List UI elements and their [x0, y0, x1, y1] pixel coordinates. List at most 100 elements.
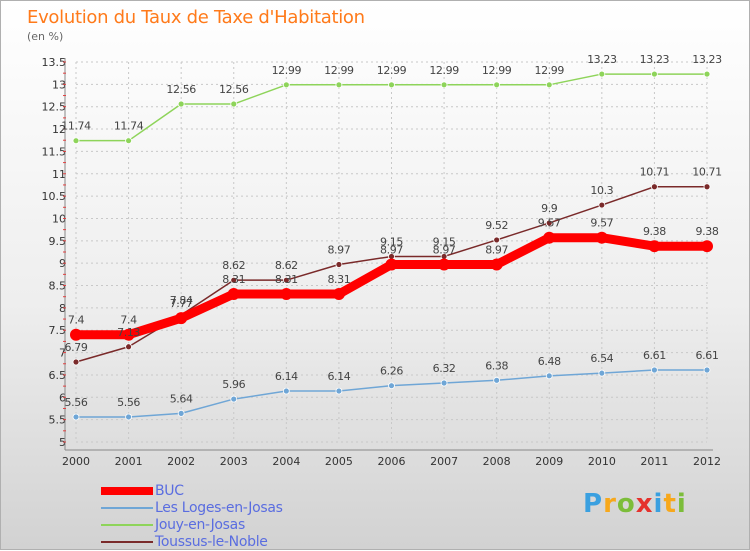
data-label: 10.71	[692, 166, 722, 179]
data-point	[438, 258, 451, 271]
y-tick-label: 11.5	[42, 145, 67, 158]
data-point	[335, 261, 343, 268]
data-label: 8.97	[380, 244, 403, 257]
data-point	[493, 236, 501, 244]
y-tick-label: 9.5	[49, 235, 67, 248]
data-point	[177, 100, 185, 108]
data-label: 10.71	[640, 166, 670, 179]
y-tick-label: 8	[59, 302, 66, 315]
x-tick-label: 2009	[535, 455, 563, 468]
line-chart: 55.566.577.588.599.51010.51111.51212.513…	[42, 53, 723, 468]
data-point	[282, 81, 290, 89]
x-tick-label: 2005	[325, 455, 353, 468]
data-point	[545, 372, 553, 380]
data-point	[701, 240, 713, 253]
legend-label: BUC	[155, 483, 184, 499]
data-point	[648, 240, 661, 253]
series-1	[72, 366, 711, 421]
x-tick-label: 2000	[62, 455, 90, 468]
y-tick-label: 5.5	[49, 414, 67, 427]
y-tick-label: 10	[52, 212, 66, 225]
data-label: 9.15	[380, 235, 403, 248]
data-label: 6.32	[433, 362, 456, 375]
data-point	[703, 366, 711, 374]
data-point	[230, 100, 238, 108]
legend-swatch	[101, 487, 153, 495]
data-label: 12.99	[272, 64, 302, 77]
x-tick-label: 2001	[115, 455, 143, 468]
legend-swatch	[101, 524, 153, 526]
data-point	[490, 258, 503, 271]
data-label: 5.56	[117, 396, 140, 409]
logo-letter: x	[635, 489, 654, 519]
data-label: 8.62	[275, 259, 298, 272]
data-point	[230, 395, 238, 403]
data-point	[440, 379, 448, 387]
data-label: 9.38	[696, 225, 719, 238]
chart-title: Evolution du Taux de Taxe d'Habitation	[27, 7, 365, 28]
y-tick-label: 11	[52, 168, 66, 181]
data-label: 6.48	[538, 355, 561, 368]
data-label: 8.31	[275, 273, 298, 286]
y-tick-label: 13	[52, 78, 66, 91]
x-tick-label: 2011	[640, 455, 668, 468]
data-label: 9.15	[433, 235, 456, 248]
data-label: 8.62	[222, 259, 245, 272]
x-tick-label: 2007	[430, 455, 458, 468]
data-point	[493, 81, 501, 89]
data-label: 12.99	[377, 64, 407, 77]
logo-letter: i	[653, 489, 664, 519]
data-point	[280, 288, 293, 301]
series-0	[70, 231, 713, 341]
y-tick-label: 5	[59, 436, 66, 449]
data-point	[335, 387, 343, 395]
data-point	[175, 312, 188, 325]
data-point	[703, 70, 711, 78]
data-label: 6.79	[65, 341, 88, 354]
data-point	[177, 409, 185, 417]
y-tick-label: 6.5	[49, 369, 67, 382]
data-point	[282, 387, 290, 395]
data-label: 13.23	[587, 53, 617, 66]
data-point	[598, 201, 606, 209]
y-tick-label: 8.5	[49, 280, 67, 293]
data-label: 12.99	[324, 64, 354, 77]
data-label: 10.3	[590, 184, 613, 197]
data-label: 5.96	[222, 378, 245, 391]
legend-label: Jouy-en-Josas	[155, 517, 245, 533]
data-label: 7.84	[170, 294, 193, 307]
data-point	[125, 343, 132, 351]
data-label: 13.23	[692, 53, 722, 66]
data-label: 6.26	[380, 365, 403, 378]
x-tick-label: 2010	[588, 455, 616, 468]
legend-swatch	[101, 507, 153, 509]
data-label: 8.97	[327, 244, 350, 257]
data-label: 6.38	[485, 359, 508, 372]
data-point	[651, 183, 658, 191]
chart-subtitle: (en %)	[27, 30, 64, 43]
data-point	[385, 258, 398, 271]
legend-label: Les Loges-en-Josas	[155, 500, 283, 516]
y-tick-label: 12	[52, 123, 66, 136]
data-point	[125, 137, 132, 145]
x-tick-label: 2008	[483, 455, 511, 468]
data-label: 9.57	[590, 217, 613, 230]
data-point	[440, 81, 448, 89]
x-tick-label: 2002	[167, 455, 195, 468]
data-label: 8.31	[222, 273, 245, 286]
data-label: 12.99	[482, 64, 512, 77]
data-point	[598, 369, 606, 377]
data-point	[72, 358, 80, 366]
series-2	[72, 70, 711, 145]
x-tick-label: 2003	[220, 455, 248, 468]
data-point	[335, 81, 343, 89]
data-label: 9.9	[541, 202, 558, 215]
x-tick-label: 2004	[272, 455, 300, 468]
data-label: 13.23	[640, 53, 670, 66]
data-point	[72, 137, 80, 145]
data-point	[227, 288, 240, 301]
data-point	[703, 183, 711, 191]
data-label: 8.31	[327, 273, 350, 286]
legend-swatch	[101, 541, 153, 543]
